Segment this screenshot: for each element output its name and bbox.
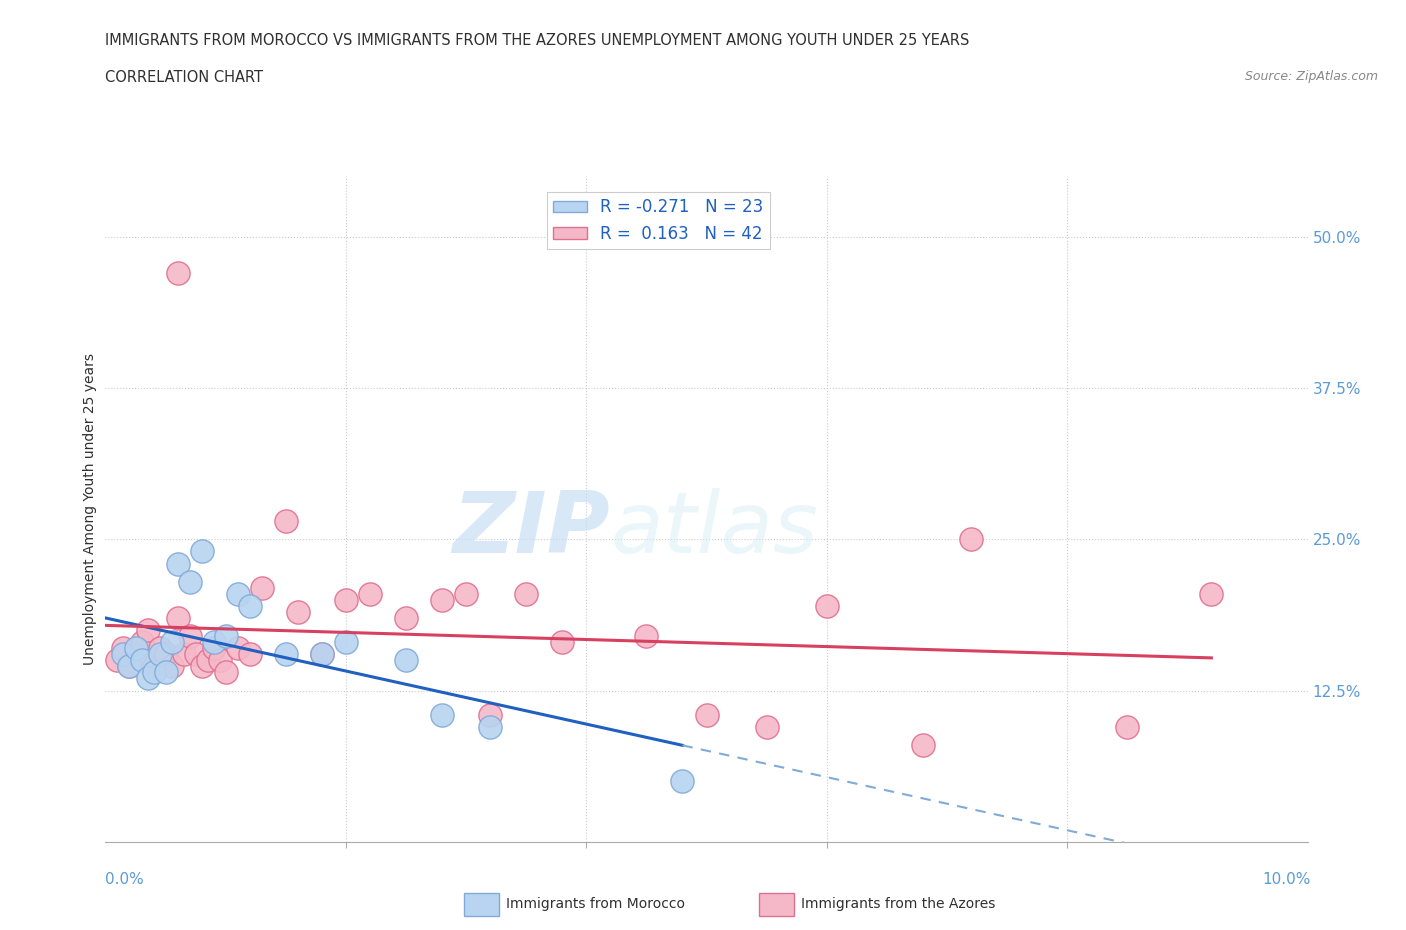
Point: [311, 647, 333, 662]
Text: Immigrants from the Azores: Immigrants from the Azores: [801, 897, 995, 911]
Point: [142, 659, 165, 674]
Point: [148, 641, 170, 656]
Point: [335, 592, 357, 607]
Y-axis label: Unemployment Among Youth under 25 years: Unemployment Among Youth under 25 years: [83, 353, 97, 665]
Point: [274, 514, 297, 529]
Text: CORRELATION CHART: CORRELATION CHART: [105, 70, 263, 85]
Point: [214, 665, 236, 680]
Point: [190, 544, 212, 559]
Point: [155, 647, 177, 662]
Point: [239, 647, 262, 662]
Point: [1201, 587, 1223, 602]
Point: [274, 647, 297, 662]
Point: [479, 720, 502, 735]
Point: [359, 587, 381, 602]
Point: [214, 629, 236, 644]
Point: [335, 635, 357, 650]
Point: [636, 629, 658, 644]
Text: #b8d4f0: #b8d4f0: [534, 903, 540, 904]
Point: [173, 647, 195, 662]
Point: [107, 653, 129, 668]
Point: [696, 708, 718, 723]
Point: [479, 708, 502, 723]
Text: 10.0%: 10.0%: [1263, 871, 1310, 886]
Point: [1116, 720, 1139, 735]
Text: 0.0%: 0.0%: [105, 871, 145, 886]
Point: [456, 587, 478, 602]
Point: [155, 665, 177, 680]
Point: [911, 737, 934, 752]
Point: [179, 629, 201, 644]
Point: [515, 587, 537, 602]
Point: [226, 587, 249, 602]
Point: [118, 659, 141, 674]
Point: [395, 611, 418, 626]
Point: [755, 720, 778, 735]
Point: [136, 623, 159, 638]
Point: [287, 604, 309, 619]
Point: [118, 659, 141, 674]
Point: [197, 653, 219, 668]
Point: [430, 708, 453, 723]
Point: [166, 556, 188, 571]
Point: [148, 647, 170, 662]
Point: [960, 532, 983, 547]
Point: [202, 635, 225, 650]
Point: [202, 641, 225, 656]
Point: [815, 599, 838, 614]
Point: [166, 266, 188, 281]
Point: [142, 665, 165, 680]
Point: [671, 774, 693, 789]
Point: [160, 635, 183, 650]
Point: [551, 635, 574, 650]
Point: [190, 659, 212, 674]
Point: [112, 641, 135, 656]
Point: [430, 592, 453, 607]
Text: ZIP: ZIP: [453, 487, 610, 571]
Point: [395, 653, 418, 668]
Point: [160, 659, 183, 674]
Point: [184, 647, 207, 662]
Point: [179, 575, 201, 590]
Point: [239, 599, 262, 614]
Point: [124, 641, 146, 656]
Text: IMMIGRANTS FROM MOROCCO VS IMMIGRANTS FROM THE AZORES UNEMPLOYMENT AMONG YOUTH U: IMMIGRANTS FROM MOROCCO VS IMMIGRANTS FR…: [105, 33, 970, 47]
Point: [166, 611, 188, 626]
Point: [250, 580, 273, 595]
Text: Source: ZipAtlas.com: Source: ZipAtlas.com: [1244, 70, 1378, 83]
Legend: R = -0.271   N = 23, R =  0.163   N = 42: R = -0.271 N = 23, R = 0.163 N = 42: [547, 192, 770, 249]
Point: [136, 671, 159, 686]
Text: atlas: atlas: [610, 487, 818, 571]
Point: [226, 641, 249, 656]
Point: [124, 647, 146, 662]
Point: [112, 647, 135, 662]
Point: [208, 653, 231, 668]
Text: Immigrants from Morocco: Immigrants from Morocco: [506, 897, 685, 911]
Point: [311, 647, 333, 662]
Point: [131, 653, 153, 668]
Point: [131, 635, 153, 650]
